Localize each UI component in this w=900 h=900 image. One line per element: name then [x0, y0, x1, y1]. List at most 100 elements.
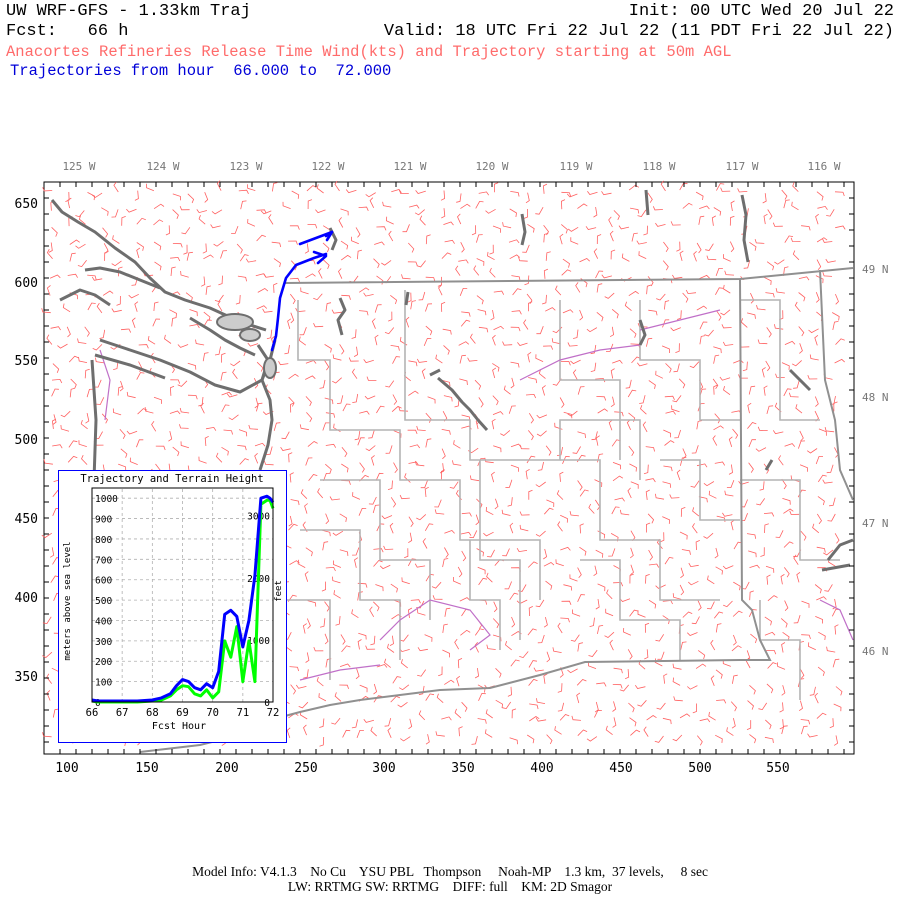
wind-barb	[692, 703, 697, 714]
wind-barb	[493, 601, 498, 613]
wind-barb	[679, 713, 691, 719]
wind-barb	[180, 441, 190, 449]
wind-barb	[487, 251, 495, 261]
wind-barb	[435, 354, 443, 364]
wind-barb	[664, 440, 675, 446]
wind-barb	[715, 623, 722, 633]
wind-barb	[87, 192, 96, 201]
wind-barb	[305, 375, 316, 380]
wind-barb	[766, 650, 777, 655]
wind-barb	[288, 523, 298, 531]
wind-barb	[101, 207, 109, 216]
wind-barb	[605, 725, 613, 736]
wind-barb	[671, 405, 680, 413]
wind-barb	[112, 235, 120, 244]
wind-barb	[432, 595, 443, 600]
wind-barb	[187, 193, 195, 204]
wind-barb	[303, 724, 307, 736]
grid-y-label: 600	[15, 276, 38, 291]
wind-barb	[385, 216, 394, 225]
wind-barb	[799, 430, 804, 442]
wind-barb	[424, 486, 429, 498]
wind-barb	[136, 242, 144, 251]
trajectory-path	[270, 230, 334, 352]
wind-barb	[801, 725, 808, 735]
grid-y-label: 450	[15, 512, 38, 527]
wind-barb	[809, 354, 819, 361]
wind-barb	[509, 208, 517, 218]
wind-barb	[467, 357, 478, 362]
wind-barb	[625, 379, 632, 389]
wind-barb	[237, 445, 247, 451]
wind-barb	[266, 446, 273, 455]
wind-barb	[221, 352, 226, 363]
wind-barb	[492, 334, 496, 346]
wind-barb	[325, 566, 336, 572]
wind-barb	[672, 395, 682, 403]
wind-barb	[373, 601, 380, 612]
wind-barb	[441, 429, 451, 435]
wind-barb	[664, 556, 674, 565]
wind-barb	[425, 734, 430, 745]
wind-barb	[273, 282, 278, 293]
wind-barb	[643, 464, 649, 475]
wind-barb	[713, 425, 724, 431]
wind-barb	[334, 692, 342, 702]
grid-y-label: 500	[15, 433, 38, 448]
wind-barb	[78, 440, 87, 447]
wind-barb	[673, 696, 683, 702]
wind-barb	[665, 410, 676, 415]
wind-barb	[654, 658, 663, 667]
wind-barb	[643, 726, 649, 737]
wind-barb	[710, 639, 716, 651]
longitude-label: 116 W	[807, 160, 840, 173]
wind-barb	[238, 189, 249, 194]
wind-barb	[523, 319, 529, 330]
wind-barb	[288, 452, 293, 463]
wind-barb	[459, 288, 468, 296]
wind-barb	[422, 538, 428, 549]
wind-barb	[332, 354, 342, 361]
wind-barb	[680, 567, 684, 579]
wind-barb	[663, 241, 669, 253]
wind-barb	[552, 647, 562, 653]
wind-barb	[128, 293, 139, 299]
wind-barb	[42, 651, 53, 658]
wind-barb	[541, 385, 546, 396]
wind-barb	[52, 444, 63, 449]
wind-barb	[452, 460, 462, 466]
wind-barb	[96, 302, 103, 314]
wind-barb	[425, 325, 433, 336]
wind-barb	[833, 401, 838, 412]
wind-barb	[783, 199, 790, 209]
wind-barb	[536, 430, 547, 437]
wind-barb	[359, 462, 365, 473]
wind-barb	[566, 193, 578, 198]
wind-barb	[262, 308, 273, 313]
wind-barb	[571, 715, 582, 721]
wind-barb	[647, 513, 655, 524]
wind-barb	[763, 213, 768, 225]
wind-barb	[814, 396, 819, 407]
wind-barb	[829, 718, 834, 729]
wind-barb	[518, 256, 528, 262]
wind-barb	[291, 260, 298, 271]
wind-barb	[543, 562, 555, 567]
wind-barb	[832, 598, 837, 610]
wind-barb	[527, 561, 538, 568]
wind-barb	[722, 565, 734, 570]
wind-barb	[646, 337, 653, 347]
wind-barb	[706, 255, 717, 261]
wind-barb	[475, 200, 484, 209]
wind-barb	[833, 735, 839, 746]
wind-barb	[476, 258, 485, 266]
wind-barb	[359, 684, 368, 693]
wind-barb	[438, 284, 443, 296]
wind-barb	[593, 248, 599, 259]
wind-barb	[663, 465, 673, 472]
wind-barb	[322, 259, 330, 270]
wind-barb	[237, 275, 247, 282]
wind-barb	[376, 226, 387, 231]
wind-barb	[131, 317, 136, 329]
wind-barb	[743, 259, 751, 269]
